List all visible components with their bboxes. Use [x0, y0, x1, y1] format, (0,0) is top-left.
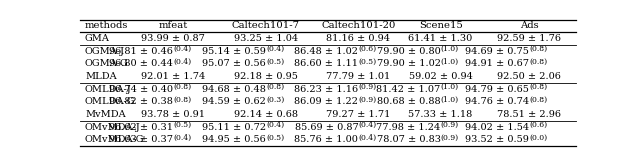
- Text: GMA: GMA: [85, 34, 110, 43]
- Text: 79.90 ± 0.80: 79.90 ± 0.80: [377, 47, 440, 56]
- Text: (0.8): (0.8): [529, 83, 547, 91]
- Text: (0.8): (0.8): [529, 45, 547, 53]
- Text: (0.4): (0.4): [358, 121, 376, 129]
- Text: (0.3): (0.3): [266, 96, 284, 104]
- Text: (0.8): (0.8): [529, 96, 547, 104]
- Text: 57.33 ± 1.18: 57.33 ± 1.18: [408, 110, 473, 119]
- Text: 93.78 ± 0.91: 93.78 ± 0.91: [141, 110, 205, 119]
- Text: (1.0): (1.0): [440, 58, 459, 66]
- Text: 77.98 ± 1.24: 77.98 ± 1.24: [376, 123, 440, 132]
- Text: (0.8): (0.8): [173, 83, 191, 91]
- Text: MLDA: MLDA: [85, 72, 116, 81]
- Text: (0.9): (0.9): [440, 121, 459, 129]
- Text: Scene15: Scene15: [419, 21, 463, 31]
- Text: 93.25 ± 1.04: 93.25 ± 1.04: [234, 34, 298, 43]
- Text: 94.02 ± 1.54: 94.02 ± 1.54: [465, 123, 529, 132]
- Text: (1.0): (1.0): [440, 83, 459, 91]
- Text: 78.07 ± 0.83: 78.07 ± 0.83: [376, 135, 440, 144]
- Text: (0.4): (0.4): [173, 45, 191, 53]
- Text: 92.01 ± 1.74: 92.01 ± 1.74: [141, 72, 205, 81]
- Text: 93.99 ± 0.87: 93.99 ± 0.87: [141, 34, 205, 43]
- Text: 86.48 ± 1.02: 86.48 ± 1.02: [294, 47, 358, 56]
- Text: (0.5): (0.5): [266, 134, 284, 142]
- Text: 94.69 ± 0.75: 94.69 ± 0.75: [465, 47, 529, 56]
- Text: (0.8): (0.8): [173, 96, 191, 104]
- Text: (1.0): (1.0): [440, 45, 459, 53]
- Text: OGMA-J: OGMA-J: [85, 47, 125, 56]
- Text: 92.50 ± 2.06: 92.50 ± 2.06: [497, 72, 561, 81]
- Text: 80.68 ± 0.88: 80.68 ± 0.88: [377, 97, 440, 106]
- Text: 96.62 ± 0.31: 96.62 ± 0.31: [109, 123, 173, 132]
- Text: 94.79 ± 0.65: 94.79 ± 0.65: [465, 85, 529, 94]
- Text: 59.02 ± 0.94: 59.02 ± 0.94: [409, 72, 472, 81]
- Text: mfeat: mfeat: [159, 21, 188, 31]
- Text: (0.4): (0.4): [173, 134, 191, 142]
- Text: OMLDA-G: OMLDA-G: [85, 97, 136, 106]
- Text: 92.18 ± 0.95: 92.18 ± 0.95: [234, 72, 298, 81]
- Text: 85.76 ± 1.00: 85.76 ± 1.00: [294, 135, 358, 144]
- Text: (0.8): (0.8): [529, 58, 547, 66]
- Text: Caltech101-20: Caltech101-20: [321, 21, 396, 31]
- Text: 95.07 ± 0.56: 95.07 ± 0.56: [202, 59, 266, 68]
- Text: 79.27 ± 1.71: 79.27 ± 1.71: [326, 110, 390, 119]
- Text: 92.59 ± 1.76: 92.59 ± 1.76: [497, 34, 561, 43]
- Text: (0.9): (0.9): [358, 96, 376, 104]
- Text: (0.6): (0.6): [358, 45, 376, 53]
- Text: 94.59 ± 0.62: 94.59 ± 0.62: [202, 97, 266, 106]
- Text: 94.68 ± 0.48: 94.68 ± 0.48: [202, 85, 266, 94]
- Text: (0.4): (0.4): [173, 58, 191, 66]
- Text: 79.90 ± 1.02: 79.90 ± 1.02: [376, 59, 440, 68]
- Text: 94.95 ± 0.56: 94.95 ± 0.56: [202, 135, 266, 144]
- Text: (0.4): (0.4): [358, 134, 376, 142]
- Text: methods: methods: [85, 21, 129, 31]
- Text: (0.4): (0.4): [266, 121, 284, 129]
- Text: 95.11 ± 0.72: 95.11 ± 0.72: [202, 123, 266, 132]
- Text: 77.79 ± 1.01: 77.79 ± 1.01: [326, 72, 390, 81]
- Text: 96.63 ± 0.37: 96.63 ± 0.37: [109, 135, 173, 144]
- Text: Ads: Ads: [520, 21, 538, 31]
- Text: OMLDA-J: OMLDA-J: [85, 85, 132, 94]
- Text: (0.5): (0.5): [358, 58, 376, 66]
- Text: 94.76 ± 0.74: 94.76 ± 0.74: [465, 97, 529, 106]
- Text: (0.0): (0.0): [529, 134, 547, 142]
- Text: (0.4): (0.4): [266, 45, 284, 53]
- Text: (0.9): (0.9): [358, 83, 376, 91]
- Text: 94.91 ± 0.67: 94.91 ± 0.67: [465, 59, 529, 68]
- Text: 86.23 ± 1.16: 86.23 ± 1.16: [294, 85, 358, 94]
- Text: (1.0): (1.0): [440, 96, 459, 104]
- Text: 92.14 ± 0.68: 92.14 ± 0.68: [234, 110, 298, 119]
- Text: 93.52 ± 0.59: 93.52 ± 0.59: [465, 135, 529, 144]
- Text: OMvMDA-G: OMvMDA-G: [85, 135, 145, 144]
- Text: (0.9): (0.9): [440, 134, 459, 142]
- Text: MvMDA: MvMDA: [85, 110, 125, 119]
- Text: 96.82 ± 0.38: 96.82 ± 0.38: [109, 97, 173, 106]
- Text: 61.41 ± 1.30: 61.41 ± 1.30: [408, 34, 473, 43]
- Text: 85.69 ± 0.87: 85.69 ± 0.87: [294, 123, 358, 132]
- Text: (0.6): (0.6): [529, 121, 547, 129]
- Text: 96.74 ± 0.40: 96.74 ± 0.40: [109, 85, 173, 94]
- Text: 96.80 ± 0.44: 96.80 ± 0.44: [109, 59, 173, 68]
- Text: OMvMDA-J: OMvMDA-J: [85, 123, 141, 132]
- Text: 86.60 ± 1.11: 86.60 ± 1.11: [294, 59, 358, 68]
- Text: Caltech101-7: Caltech101-7: [232, 21, 300, 31]
- Text: (0.8): (0.8): [266, 83, 284, 91]
- Text: 81.42 ± 1.07: 81.42 ± 1.07: [376, 85, 440, 94]
- Text: OGMA-G: OGMA-G: [85, 59, 129, 68]
- Text: 81.16 ± 0.94: 81.16 ± 0.94: [326, 34, 390, 43]
- Text: 95.14 ± 0.59: 95.14 ± 0.59: [202, 47, 266, 56]
- Text: (0.5): (0.5): [266, 58, 284, 66]
- Text: 96.81 ± 0.46: 96.81 ± 0.46: [109, 47, 173, 56]
- Text: 78.51 ± 2.96: 78.51 ± 2.96: [497, 110, 561, 119]
- Text: (0.5): (0.5): [173, 121, 191, 129]
- Text: 86.09 ± 1.22: 86.09 ± 1.22: [294, 97, 358, 106]
